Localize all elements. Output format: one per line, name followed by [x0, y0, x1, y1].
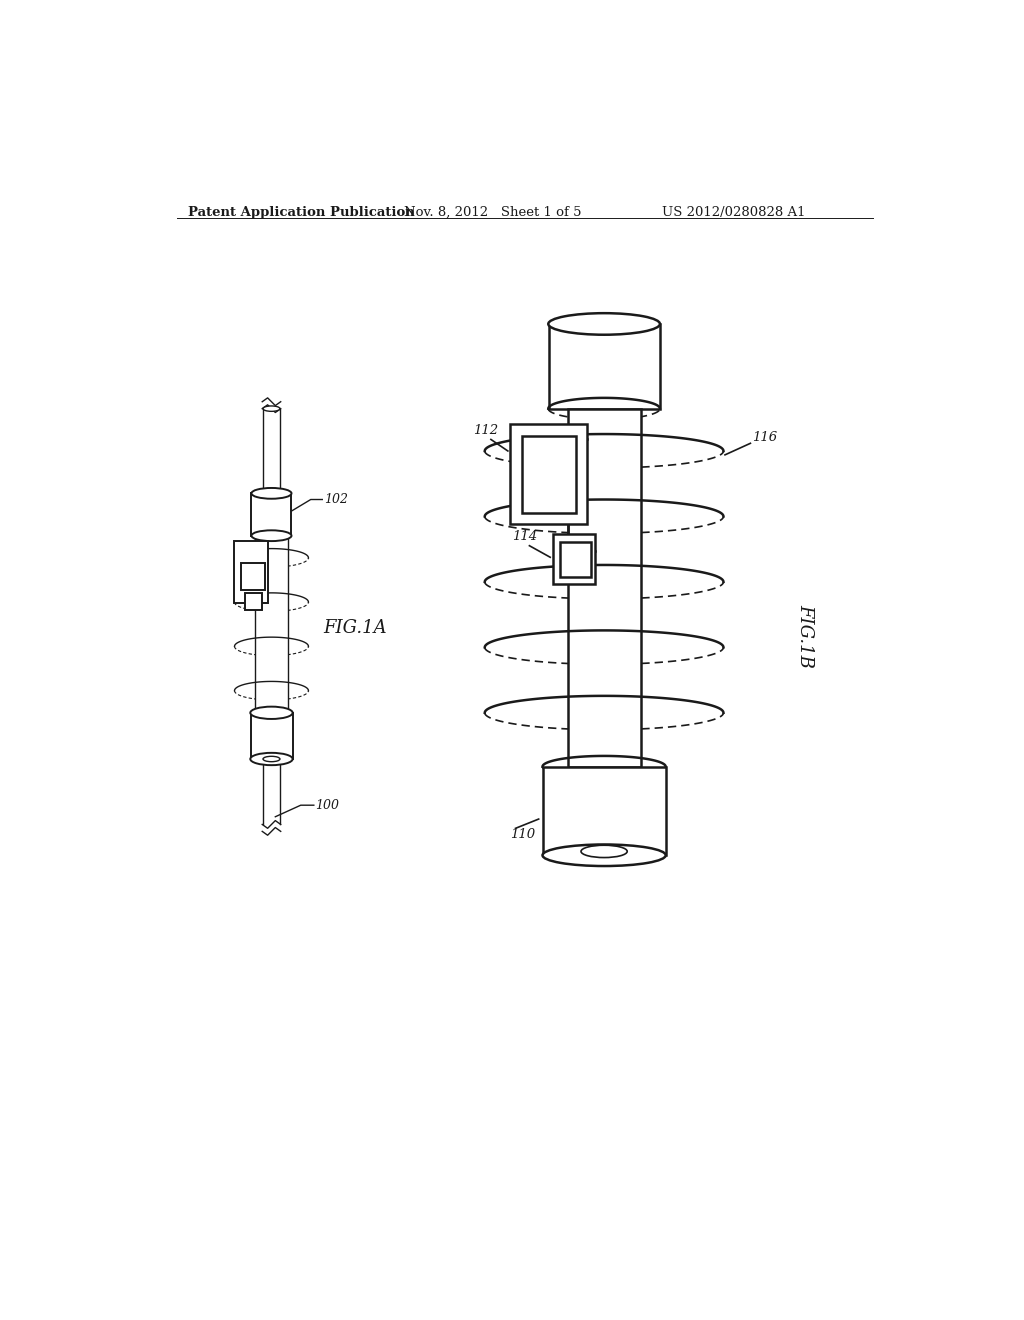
- Bar: [549, 323, 660, 409]
- Text: 100: 100: [315, 799, 339, 812]
- Ellipse shape: [543, 845, 666, 866]
- Text: FIG.1B: FIG.1B: [797, 603, 815, 668]
- Text: Patent Application Publication: Patent Application Publication: [188, 206, 415, 219]
- Bar: [521, 436, 575, 512]
- Bar: [568, 409, 641, 767]
- Bar: [560, 541, 591, 577]
- Text: 110: 110: [510, 828, 536, 841]
- Bar: [510, 424, 587, 524]
- Text: 102: 102: [324, 492, 348, 506]
- Ellipse shape: [263, 407, 280, 412]
- Bar: [251, 713, 293, 759]
- Bar: [233, 541, 267, 603]
- Bar: [255, 536, 288, 713]
- Bar: [242, 562, 264, 590]
- Bar: [252, 494, 292, 536]
- Bar: [246, 594, 262, 610]
- Ellipse shape: [263, 756, 280, 762]
- Ellipse shape: [250, 752, 293, 766]
- Ellipse shape: [548, 313, 659, 335]
- Text: US 2012/0280828 A1: US 2012/0280828 A1: [662, 206, 805, 219]
- Bar: [553, 535, 595, 585]
- Bar: [543, 767, 666, 855]
- Ellipse shape: [581, 845, 628, 858]
- Ellipse shape: [252, 488, 292, 499]
- Text: Nov. 8, 2012   Sheet 1 of 5: Nov. 8, 2012 Sheet 1 of 5: [403, 206, 582, 219]
- Text: 114: 114: [512, 529, 538, 543]
- Ellipse shape: [250, 706, 293, 719]
- Ellipse shape: [252, 531, 292, 541]
- Text: 116: 116: [752, 430, 777, 444]
- Text: 112: 112: [473, 424, 499, 437]
- Text: FIG.1A: FIG.1A: [323, 619, 387, 638]
